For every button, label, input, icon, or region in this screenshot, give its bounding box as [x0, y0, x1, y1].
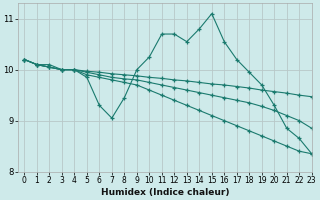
X-axis label: Humidex (Indice chaleur): Humidex (Indice chaleur) [101, 188, 229, 197]
